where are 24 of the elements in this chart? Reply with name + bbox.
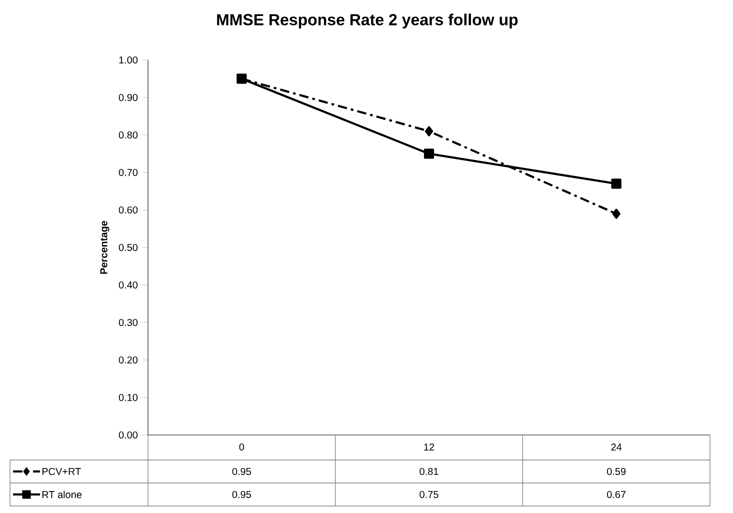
- y-tick-label: 0.30: [118, 318, 138, 326]
- data-label: 0.75: [420, 490, 438, 498]
- data-label: 0.59: [607, 468, 626, 476]
- y-tick-label: 0.20: [118, 356, 138, 364]
- data-label: 0.67: [607, 490, 626, 498]
- x-tick-label: 12: [424, 443, 434, 450]
- y-tick-label: 0.70: [118, 168, 138, 176]
- y-tick-label: 0.10: [118, 394, 138, 402]
- y-tick-label: 0.60: [118, 206, 138, 214]
- data-label: 0.81: [420, 468, 438, 476]
- legend-label: RT alone: [42, 490, 82, 498]
- legend-label: PCV+RT: [42, 468, 81, 476]
- data-label: 0.95: [232, 490, 251, 498]
- y-tick-label: 0.50: [118, 244, 138, 252]
- data-label: 0.95: [232, 468, 251, 476]
- x-tick-label: 0: [239, 443, 244, 451]
- chart-title: MMSE Response Rate 2 years follow up: [217, 14, 518, 29]
- y-tick-label: 1.00: [119, 56, 138, 64]
- y-tick-label: 0.80: [118, 131, 138, 139]
- y-tick-label: 0.40: [118, 281, 138, 289]
- y-axis-title: Percentage: [100, 220, 110, 274]
- y-tick-label: 0.00: [118, 431, 138, 439]
- y-tick-label: 0.90: [118, 94, 138, 102]
- x-tick-label: 24: [611, 443, 622, 450]
